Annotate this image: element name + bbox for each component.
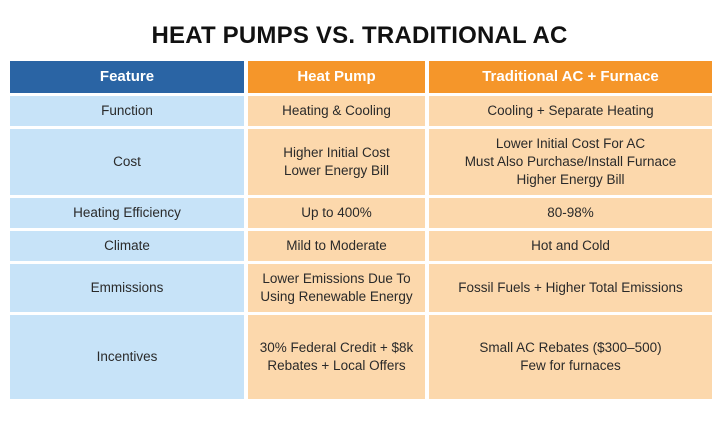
cell-text: Hot and Cold <box>531 238 610 253</box>
cell-text: Incentives <box>96 349 158 364</box>
header-heat-pump-label: Heat Pump <box>297 68 376 85</box>
table-row-function-feature: Function <box>10 96 244 126</box>
table-row-efficiency-traditional: 80-98% <box>429 198 712 228</box>
header-feature-label: Feature <box>99 68 155 85</box>
table-row-cost-feature: Cost <box>10 129 244 195</box>
cell-text: Lower Initial Cost For AC Must Also Purc… <box>464 136 677 187</box>
table-row-cost-heat-pump: Higher Initial Cost Lower Energy Bill <box>248 129 425 195</box>
table-row-climate-heat-pump: Mild to Moderate <box>248 231 425 261</box>
cell-text: 30% Federal Credit + $8k Rebates + Local… <box>259 340 414 373</box>
cell-text: Higher Initial Cost Lower Energy Bill <box>283 145 390 178</box>
cell-text: Up to 400% <box>301 205 372 220</box>
page-title: HEAT PUMPS VS. TRADITIONAL AC <box>151 22 568 49</box>
table-row-efficiency-heat-pump: Up to 400% <box>248 198 425 228</box>
cell-text: Small AC Rebates ($300–500) Few for furn… <box>479 340 662 373</box>
table-row-incentives-heat-pump: 30% Federal Credit + $8k Rebates + Local… <box>248 315 425 399</box>
table-row-emissions-heat-pump: Lower Emissions Due To Using Renewable E… <box>248 264 425 312</box>
cell-text: Mild to Moderate <box>286 238 387 253</box>
cell-text: Function <box>101 103 153 118</box>
header-heat-pump: Heat Pump <box>248 61 425 93</box>
cell-text: 80-98% <box>547 205 594 220</box>
cell-text: Heating Efficiency <box>73 205 181 220</box>
cell-text: Cooling + Separate Heating <box>487 103 654 118</box>
table-row-function-traditional: Cooling + Separate Heating <box>429 96 712 126</box>
table-row-efficiency-feature: Heating Efficiency <box>10 198 244 228</box>
table-row-cost-traditional: Lower Initial Cost For AC Must Also Purc… <box>429 129 712 195</box>
table-row-incentives-traditional: Small AC Rebates ($300–500) Few for furn… <box>429 315 712 399</box>
cell-text: Emmissions <box>90 280 164 295</box>
table-row-climate-feature: Climate <box>10 231 244 261</box>
cell-text: Climate <box>104 238 150 253</box>
table-row-function-heat-pump: Heating & Cooling <box>248 96 425 126</box>
cell-text: Cost <box>113 154 141 169</box>
header-traditional-label: Traditional AC + Furnace <box>482 68 659 85</box>
cell-text: Fossil Fuels + Higher Total Emissions <box>458 280 683 295</box>
table-row-incentives-feature: Incentives <box>10 315 244 399</box>
table-row-emissions-feature: Emmissions <box>10 264 244 312</box>
cell-text: Heating & Cooling <box>282 103 391 118</box>
header-feature: Feature <box>10 61 244 93</box>
cell-text: Lower Emissions Due To Using Renewable E… <box>260 271 413 304</box>
table-row-climate-traditional: Hot and Cold <box>429 231 712 261</box>
header-traditional: Traditional AC + Furnace <box>429 61 712 93</box>
table-row-emissions-traditional: Fossil Fuels + Higher Total Emissions <box>429 264 712 312</box>
